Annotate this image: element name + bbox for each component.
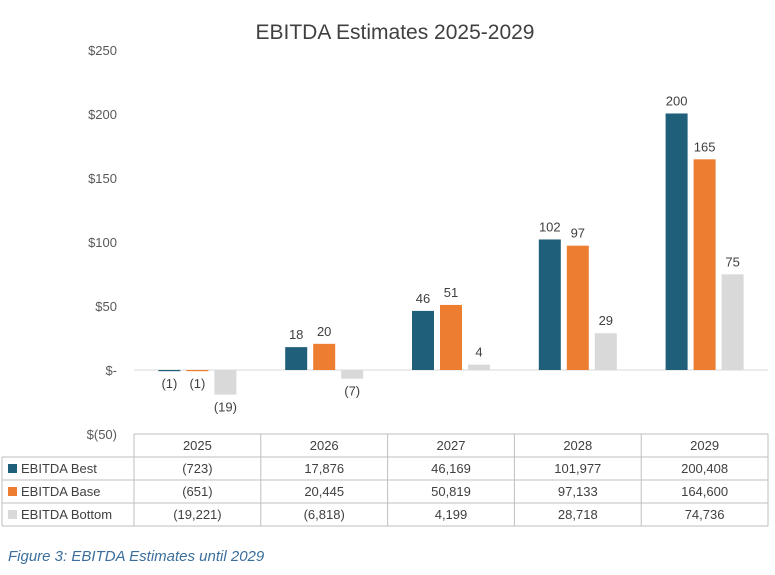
table-cell: 50,819 <box>431 484 471 499</box>
bar <box>412 310 434 370</box>
data-label: 165 <box>694 139 716 154</box>
y-tick-label: $(50) <box>87 427 117 442</box>
data-label: (1) <box>189 376 205 391</box>
table-cell: 97,133 <box>558 484 598 499</box>
bar <box>440 304 462 370</box>
bar <box>468 364 490 370</box>
y-axis: $250 $200 $150 $100 $50 $- $(50) <box>87 43 117 442</box>
data-label: 200 <box>666 93 688 108</box>
category-label: 2028 <box>563 438 592 453</box>
table-cell: 101,977 <box>554 461 601 476</box>
data-label: 51 <box>444 285 458 300</box>
table-cell: (651) <box>182 484 212 499</box>
data-label: 4 <box>475 345 482 360</box>
table-cell: (723) <box>182 461 212 476</box>
bar <box>285 347 308 370</box>
category-label: 2029 <box>690 438 719 453</box>
table-cell: (19,221) <box>173 507 221 522</box>
y-tick-label: $250 <box>88 43 117 58</box>
data-table: 2025 2026 2027 2028 2029 EBITDA Best (723) 17,8… <box>1 433 769 527</box>
data-label: 97 <box>571 226 585 241</box>
legend-entry: EBITDA Best <box>21 461 97 476</box>
bar <box>693 159 716 370</box>
y-tick-label: $100 <box>88 235 117 250</box>
category-label: 2025 <box>183 438 212 453</box>
legend-entry: EBITDA Bottom <box>21 507 112 522</box>
bar <box>538 239 561 370</box>
table-cell: 200,408 <box>681 461 728 476</box>
category-label: 2026 <box>310 438 339 453</box>
chart-title: EBITDA Estimates 2025-2029 <box>256 21 535 44</box>
bar <box>566 245 589 370</box>
bar <box>186 370 209 372</box>
bar <box>158 370 181 372</box>
table-cell: 17,876 <box>304 461 344 476</box>
table-cell: 74,736 <box>685 507 725 522</box>
legend-swatch <box>8 464 17 473</box>
legend-swatch <box>8 510 17 519</box>
data-label: 29 <box>599 313 613 328</box>
data-label: 20 <box>317 324 331 339</box>
category-label: 2027 <box>437 438 466 453</box>
y-tick-label: $150 <box>88 171 117 186</box>
bar <box>313 343 336 370</box>
legend-entry: EBITDA Base <box>21 484 100 499</box>
data-label: (1) <box>161 376 177 391</box>
bar <box>721 274 744 370</box>
table-cell: 4,199 <box>435 507 468 522</box>
data-label: (19) <box>214 400 237 415</box>
table-cell: 164,600 <box>681 484 728 499</box>
bar <box>594 333 617 370</box>
data-label: 75 <box>725 254 739 269</box>
table-cell: 46,169 <box>431 461 471 476</box>
data-label: 18 <box>289 327 303 342</box>
bar <box>341 370 364 379</box>
bar <box>665 113 688 371</box>
data-label: (7) <box>344 384 360 399</box>
y-tick-label: $- <box>105 363 117 378</box>
y-tick-label: $50 <box>95 299 117 314</box>
legend-swatch <box>8 487 17 496</box>
bar-labels: (1) (1) (19) 18 20 (7) 46 51 4 102 97 29 200 165 75 <box>161 93 739 414</box>
table-cell: 20,445 <box>304 484 344 499</box>
table-cell: 28,718 <box>558 507 598 522</box>
ebitda-chart: EBITDA Estimates 2025-2029 $250$200$150$… <box>1 21 769 527</box>
bars <box>158 113 744 395</box>
data-label: 46 <box>416 291 430 306</box>
bar <box>214 370 237 395</box>
table-cell: (6,818) <box>304 507 345 522</box>
data-label: 102 <box>539 219 561 234</box>
y-tick-label: $200 <box>88 107 117 122</box>
figure-caption: Figure 3: EBITDA Estimates until 2029 <box>8 548 265 565</box>
